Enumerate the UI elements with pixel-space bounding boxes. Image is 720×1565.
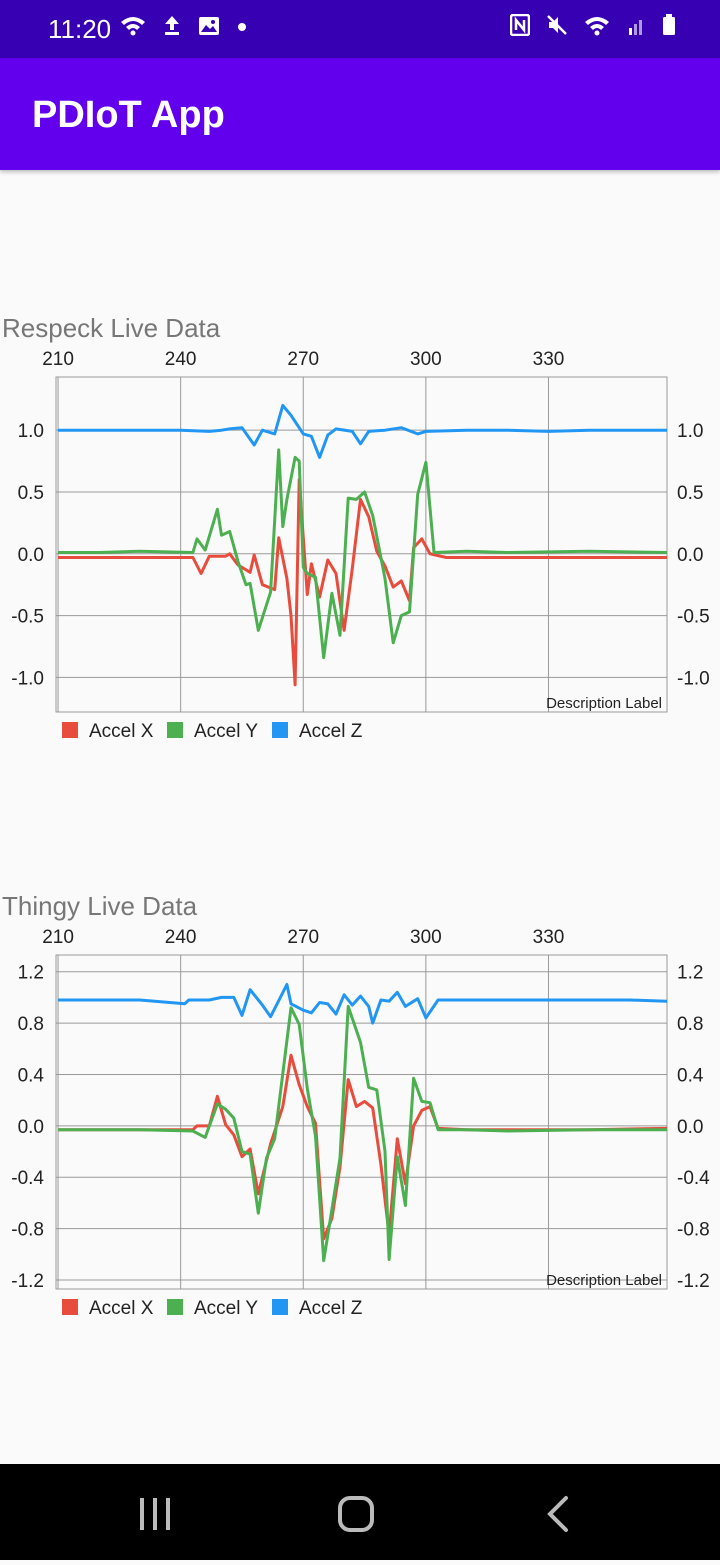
series-line-accel-x (58, 478, 667, 687)
status-icons-right (509, 13, 677, 42)
legend-label: Accel X (89, 1298, 154, 1319)
x-tick-label: 300 (410, 349, 442, 370)
nfc-icon (509, 13, 546, 41)
y-tick-label-left: -1.0 (11, 668, 44, 689)
y-tick-label-right: -0.5 (677, 607, 710, 628)
back-icon (547, 1496, 568, 1532)
y-tick-label-left: -0.8 (11, 1220, 44, 1241)
upload-icon (162, 16, 198, 41)
series-line-accel-y (58, 448, 668, 660)
recent-apps-icon (140, 1498, 170, 1530)
signal-icon (628, 16, 662, 41)
y-tick-label-right: 1.2 (677, 963, 703, 984)
x-tick-label: 210 (42, 349, 74, 370)
legend-swatch (62, 1299, 78, 1315)
wifi-roaming-icon (584, 16, 628, 41)
legend-swatch (167, 722, 183, 738)
legend-label: Accel X (89, 721, 154, 742)
y-tick-label-right: 0.0 (677, 545, 703, 566)
plot-frame (55, 954, 668, 1290)
x-tick-label: 270 (287, 927, 319, 948)
description-label: Description Label (546, 1272, 662, 1289)
y-tick-label-right: 0.5 (677, 483, 703, 504)
legend-swatch (62, 722, 78, 738)
legend-label: Accel Z (299, 1298, 363, 1319)
x-tick-label: 330 (533, 349, 565, 370)
home-icon (338, 1496, 374, 1532)
legend-swatch (272, 1299, 288, 1315)
x-tick-label: 210 (42, 927, 74, 948)
y-tick-label-left: 0.0 (18, 1117, 44, 1138)
series-line-accel-x (58, 1053, 668, 1241)
x-tick-label: 240 (165, 927, 197, 948)
legend-label: Accel Y (194, 721, 258, 742)
description-label: Description Label (546, 695, 662, 712)
series-line-accel-y (58, 1004, 667, 1263)
x-tick-label: 240 (165, 349, 197, 370)
y-tick-label-right: -0.4 (677, 1168, 710, 1189)
thingy-chart-title: Thingy Live Data (2, 891, 198, 921)
y-tick-label-left: 0.8 (18, 1014, 44, 1035)
y-tick-label-left: 0.5 (18, 483, 44, 504)
y-tick-label-right: 0.4 (677, 1065, 704, 1086)
navigation-bar (0, 1464, 720, 1560)
y-tick-label-left: 1.2 (18, 963, 44, 984)
legend-swatch (167, 1299, 183, 1315)
series-line-accel-z (58, 403, 667, 459)
status-bar: 11:20 (0, 0, 720, 58)
y-tick-label-right: 0.8 (677, 1014, 703, 1035)
y-tick-label-right: -0.8 (677, 1220, 710, 1241)
x-tick-label: 270 (287, 349, 319, 370)
status-icons-left (120, 14, 248, 42)
y-tick-label-left: -0.4 (11, 1168, 44, 1189)
status-time: 11:20 (48, 14, 112, 44)
home-button[interactable] (296, 1464, 416, 1560)
respeck-live-chart[interactable]: 210 240 270 300 330 1.0 1.0 0.5 0.5 0.0 0.0 -0.5 -0.… (0, 345, 720, 742)
y-tick-label-left: -1.2 (11, 1271, 44, 1292)
y-tick-label-left: 1.0 (18, 421, 44, 442)
y-tick-label-right: 1.0 (677, 421, 703, 442)
y-tick-label-right: -1.0 (677, 668, 710, 689)
battery-icon (662, 14, 676, 41)
legend-swatch (272, 722, 288, 738)
app-title: PDIoT App (32, 94, 225, 136)
image-icon (198, 16, 236, 41)
mute-icon (546, 15, 584, 41)
legend-label: Accel Y (194, 1298, 258, 1319)
x-tick-label: 300 (410, 927, 442, 948)
respeck-chart-title: Respeck Live Data (2, 313, 221, 343)
y-tick-label-left: 0.4 (18, 1065, 45, 1086)
plot-frame (55, 376, 668, 713)
x-tick-label: 330 (533, 927, 565, 948)
series-line-accel-z (58, 983, 668, 1025)
y-tick-label-right: 0.0 (677, 1117, 703, 1138)
wifi-icon (120, 16, 162, 41)
thingy-live-chart[interactable]: 210 240 270 300 330 1.2 1.2 0.8 0.8 0.4 0.4 0.0 0.0 -… (0, 923, 720, 1319)
app-bar: PDIoT App (0, 58, 720, 170)
back-button[interactable] (498, 1464, 618, 1560)
dot-icon (236, 16, 248, 41)
legend-label: Accel Z (299, 721, 363, 742)
y-tick-label-left: -0.5 (11, 607, 44, 628)
recent-apps-button[interactable] (95, 1464, 215, 1560)
y-tick-label-right: -1.2 (677, 1271, 710, 1292)
y-tick-label-left: 0.0 (18, 545, 44, 566)
